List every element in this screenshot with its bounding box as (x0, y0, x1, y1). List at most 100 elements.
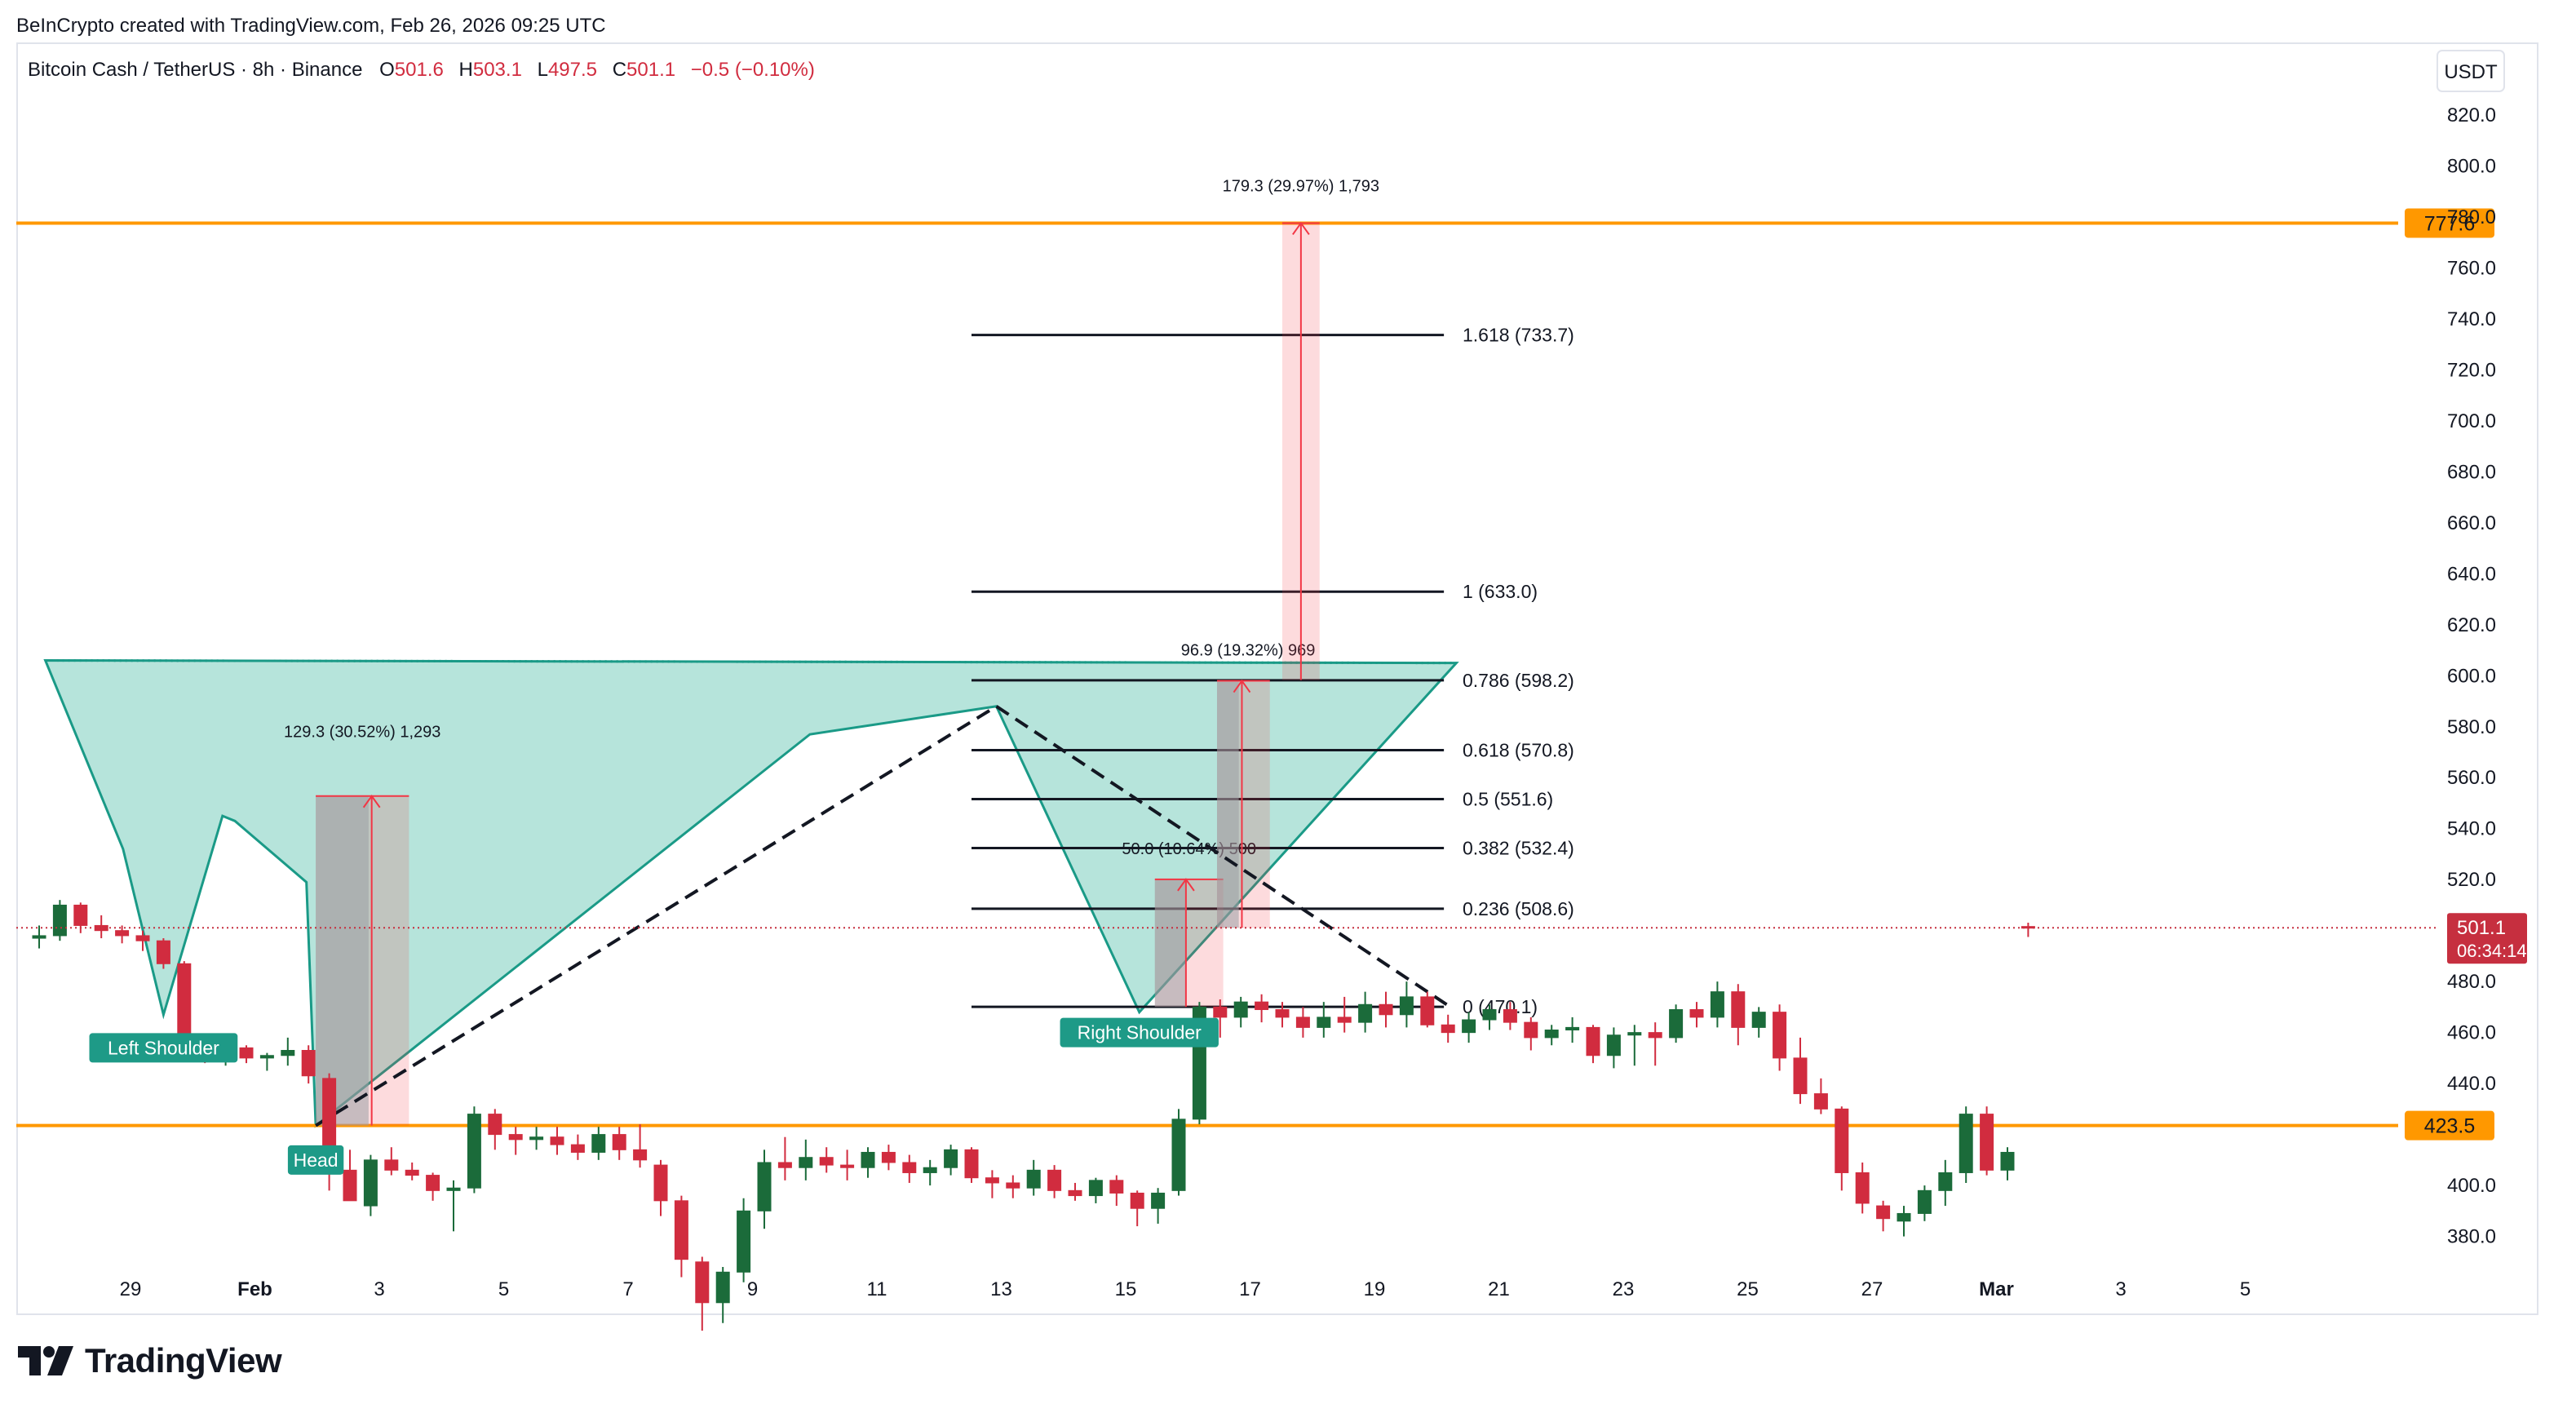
x-tick-label: 7 (622, 1278, 633, 1300)
candle-body (1130, 1192, 1144, 1209)
pattern-label: Left Shoulder (108, 1037, 219, 1058)
candle-body (1213, 1006, 1228, 1018)
candle-body (715, 1271, 730, 1304)
y-tick-label: 440.0 (2447, 1073, 2496, 1095)
candle-body (1026, 1169, 1041, 1189)
candle-body (1627, 1032, 1642, 1036)
candle-body (591, 1134, 606, 1153)
level-price-tag (2405, 1110, 2494, 1141)
y-tick-label: 580.0 (2447, 716, 2496, 738)
candle-body (1773, 1012, 1787, 1059)
candle-body (1503, 1009, 1517, 1023)
candle-body (570, 1144, 585, 1153)
candle-body (384, 1159, 399, 1171)
x-tick-label: 5 (498, 1278, 509, 1300)
candle-body (674, 1200, 688, 1260)
pattern-label-bg (89, 1033, 238, 1063)
y-tick-label: 800.0 (2447, 155, 2496, 177)
current-price-value: 501.1 (2457, 917, 2506, 939)
candle-body (1876, 1205, 1891, 1220)
candle-body (1047, 1169, 1062, 1191)
measure-label: 179.3 (29.97%) 1,793 (1223, 178, 1379, 196)
high-value: 503.1 (473, 59, 522, 81)
candle-countdown: 06:34:14 (2457, 941, 2527, 961)
candle-body (177, 963, 192, 1043)
candle-body (1109, 1180, 1124, 1194)
y-tick-label: 780.0 (2447, 206, 2496, 228)
pattern-label-bg (287, 1145, 344, 1175)
x-tick-label: 11 (867, 1278, 887, 1300)
current-price-tag (2447, 913, 2527, 964)
candle-body (115, 930, 130, 937)
measure-arrowhead (1292, 221, 1310, 236)
candle-body (1917, 1189, 1932, 1214)
candle-body (1295, 1017, 1310, 1028)
candle-body (964, 1149, 979, 1179)
fib-level-label: 0.382 (532.4) (1463, 837, 1574, 858)
candle-body (467, 1114, 481, 1189)
tradingview-logo-icon (18, 1346, 73, 1375)
x-tick-label: 29 (120, 1278, 142, 1300)
high-label: H (459, 59, 473, 81)
candle-body (1648, 1032, 1662, 1039)
candle-body (1068, 1189, 1082, 1197)
candle-body (633, 1149, 648, 1161)
x-tick-label: 15 (1115, 1278, 1137, 1300)
y-tick-label: 680.0 (2447, 461, 2496, 483)
candle-body (612, 1134, 626, 1150)
low-value: 497.5 (548, 59, 597, 81)
candle-body (695, 1261, 710, 1304)
svg-text:Bitcoin Cash / TetherUS · 8h ·: Bitcoin Cash / TetherUS · 8h · Binance O… (28, 59, 815, 81)
candle-body (1151, 1192, 1166, 1209)
candle-body (1586, 1026, 1600, 1056)
candle-body (1606, 1034, 1621, 1056)
candle-body (1959, 1114, 1973, 1173)
measure-arrowhead (1233, 679, 1251, 693)
candle-body (1689, 1009, 1704, 1018)
measure-arrowhead (362, 795, 381, 808)
candle-body (1710, 991, 1724, 1018)
candle-body (799, 1157, 813, 1168)
y-tick-label: 620.0 (2447, 614, 2496, 636)
x-tick-label: Mar (1979, 1278, 2014, 1300)
candle-body (1420, 996, 1435, 1025)
candle-body (1482, 1009, 1497, 1021)
symbol-title: Bitcoin Cash / TetherUS · 8h · Binance (28, 59, 362, 81)
close-value: 501.1 (626, 59, 675, 81)
candle-body (1544, 1030, 1559, 1039)
fib-level-label: 0.618 (570.8) (1463, 740, 1574, 761)
level-price-label: 777.6 (2424, 212, 2476, 235)
axis-layer: 501.106:34:14820.0800.0780.0760.0740.072… (16, 104, 2527, 1300)
y-tick-label: 480.0 (2447, 971, 2496, 993)
currency-button[interactable]: USDT (2437, 50, 2505, 92)
candle-body (32, 935, 46, 939)
measure-shade (316, 795, 369, 1126)
candle-body (343, 1169, 357, 1202)
levels-layer: 777.6 423.5 (16, 208, 2494, 1141)
candle-body (923, 1167, 937, 1173)
fib-level-label: 1 (633.0) (1463, 581, 1538, 602)
x-tick-label: 13 (990, 1278, 1012, 1300)
y-tick-label: 560.0 (2447, 767, 2496, 789)
candle-body (1669, 1009, 1684, 1039)
tradingview-logo[interactable]: TradingView (18, 1341, 282, 1380)
y-tick-label: 540.0 (2447, 818, 2496, 840)
y-tick-label: 400.0 (2447, 1175, 2496, 1197)
candle-body (1980, 1114, 1994, 1171)
candle-body (135, 935, 150, 941)
candle-body (405, 1169, 419, 1176)
candle-body (1255, 1001, 1269, 1011)
candle-body (1441, 1024, 1455, 1034)
y-tick-label: 760.0 (2447, 257, 2496, 279)
candle-body (881, 1151, 896, 1163)
candle-body (1524, 1021, 1538, 1039)
candle-body (1565, 1026, 1580, 1031)
y-tick-label: 460.0 (2447, 1022, 2496, 1044)
candle-body (1751, 1012, 1766, 1028)
candle-body (1399, 996, 1414, 1016)
candle-body (488, 1114, 502, 1136)
candle-body (1731, 991, 1746, 1028)
y-tick-label: 520.0 (2447, 869, 2496, 891)
candle-body (363, 1159, 378, 1207)
